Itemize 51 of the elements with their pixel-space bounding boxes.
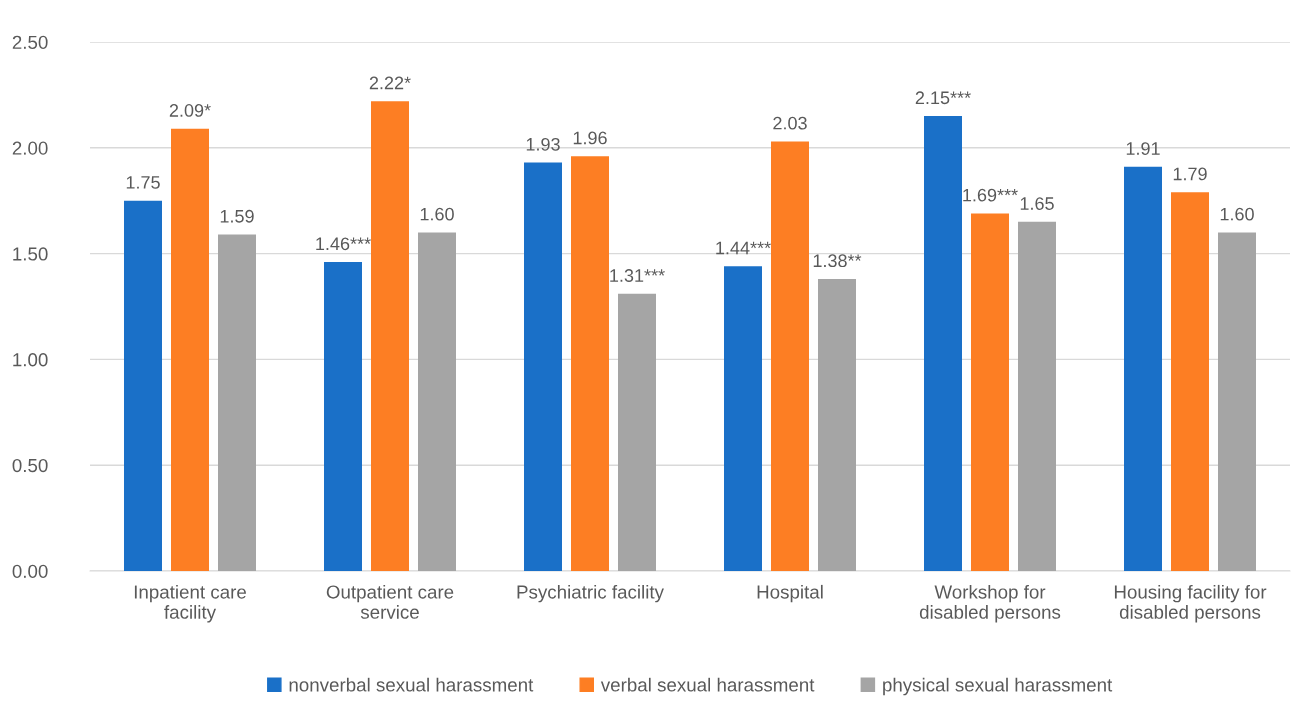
bar [571, 156, 609, 571]
data-label: 1.38** [813, 254, 862, 268]
bar [371, 101, 409, 571]
bar [171, 128, 209, 571]
bar [1218, 232, 1256, 571]
data-label: 1.44*** [716, 241, 771, 255]
data-label: 2.03 [773, 116, 807, 130]
data-label: 1.46*** [316, 237, 371, 251]
y-tick-label: 1.00 [13, 353, 48, 367]
data-label: 1.59 [220, 209, 254, 223]
bar [324, 262, 362, 571]
x-tick-label: Inpatient care facility [134, 584, 246, 623]
y-tick-label: 1.50 [13, 247, 48, 261]
x-tick-label: Hospital [757, 584, 823, 603]
bar [524, 162, 562, 571]
y-tick-label: 0.50 [12, 458, 48, 473]
data-label: 1.96 [573, 131, 607, 145]
data-label: 2.22* [369, 76, 411, 90]
data-label: 1.65 [1020, 197, 1054, 210]
legend-label: physical sexual harassment [883, 677, 1113, 696]
data-label: 1.91 [1126, 142, 1160, 155]
data-label: 1.79 [1173, 167, 1207, 181]
bar [618, 293, 656, 571]
data-label: 2.15*** [915, 91, 971, 105]
bar [724, 266, 762, 571]
bar [818, 278, 856, 571]
data-label: 1.69*** [963, 188, 1018, 202]
data-label: 1.75 [126, 176, 160, 189]
y-tick-label: 2.50 [12, 35, 48, 49]
data-label: 1.31*** [610, 269, 665, 282]
bar [971, 213, 1009, 571]
x-tick-label: Psychiatric facility [517, 584, 664, 603]
data-label: 2.09* [169, 104, 211, 117]
x-tick-label: Outpatient care service [326, 584, 454, 619]
bar [1018, 221, 1056, 571]
legend-label: verbal sexual harassment [600, 677, 815, 692]
bar [1171, 192, 1209, 571]
bar [924, 116, 962, 571]
y-tick-label: 2.00 [12, 141, 48, 155]
data-label: 1.93 [526, 137, 560, 151]
data-label: 1.60 [1220, 207, 1254, 221]
y-tick-label: 0.00 [12, 564, 48, 578]
x-tick-label: Housing facility for disabled persons [1114, 584, 1267, 623]
bar [418, 232, 456, 571]
x-tick-label: Workshop for disabled persons [919, 584, 1061, 623]
bar [1124, 166, 1162, 571]
bar [771, 141, 809, 571]
bar [218, 234, 256, 571]
legend-label: nonverbal sexual harassment [289, 677, 534, 692]
bar [124, 200, 162, 571]
data-label: 1.60 [420, 207, 454, 221]
